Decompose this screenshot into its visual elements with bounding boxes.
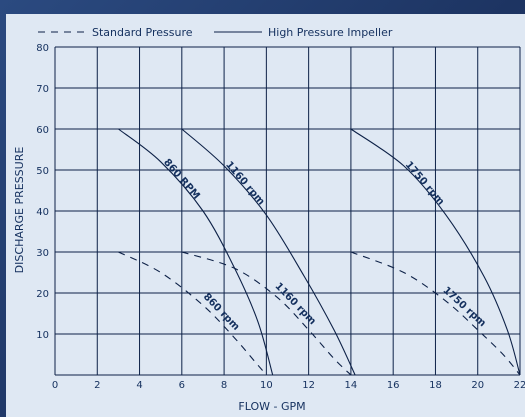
y-tick-label-60: 60	[36, 125, 49, 136]
y-tick-label-50: 50	[36, 166, 49, 177]
x-tick-label-20: 20	[471, 380, 484, 391]
legend-high-pressure-impeller: High Pressure Impeller	[268, 26, 393, 39]
y-tick-label-30: 30	[36, 248, 49, 259]
x-tick-label-2: 2	[94, 380, 100, 391]
x-tick-label-8: 8	[221, 380, 227, 391]
legend: Standard Pressure High Pressure Impeller	[38, 26, 393, 39]
chart-panel: Standard Pressure High Pressure Impeller…	[6, 14, 525, 417]
x-tick-label-14: 14	[345, 380, 358, 391]
x-tick-label-10: 10	[260, 380, 273, 391]
x-tick-label-4: 4	[136, 380, 142, 391]
curve-1160-rpm-dashed	[181, 251, 352, 376]
y-tick-label-80: 80	[36, 43, 49, 54]
y-tick-label-70: 70	[36, 84, 49, 95]
curve-label-1160-rpm-solid: 1160 rpm	[223, 159, 266, 207]
x-tick-label-22: 22	[514, 380, 525, 391]
y-tick-label-20: 20	[36, 289, 49, 300]
x-tick-label-0: 0	[52, 380, 58, 391]
curve-1750-rpm-dashed	[350, 251, 521, 376]
curve-1160-rpm-solid	[181, 128, 356, 376]
x-tick-label-18: 18	[429, 380, 442, 391]
y-tick-label-40: 40	[36, 207, 49, 218]
y-axis-label: DISCHARGE PRESSURE	[13, 147, 26, 274]
curve-860-rpm-dashed	[118, 251, 267, 376]
y-tick-label-10: 10	[36, 330, 49, 341]
x-tick-label-16: 16	[387, 380, 400, 391]
legend-standard-pressure: Standard Pressure	[92, 26, 193, 39]
curves	[118, 128, 521, 376]
x-tick-label-12: 12	[302, 380, 315, 391]
curve-860-rpm-solid	[118, 128, 274, 376]
x-tick-label-6: 6	[179, 380, 185, 391]
grid	[54, 46, 521, 376]
curve-label-860-rpm-dashed: 860 rpm	[201, 291, 241, 332]
curve-1750-rpm-solid	[350, 128, 521, 376]
x-axis-label: FLOW - GPM	[238, 400, 305, 413]
pump-curve-chart: Standard Pressure High Pressure Impeller…	[13, 26, 525, 413]
tick-labels: 0 2 4 6 8 10 12 14 16 18 20 22 10 20 30 40 50 60 70 80	[36, 43, 525, 391]
curve-label-1750-rpm-dashed: 1750 rpm	[440, 285, 487, 329]
curve-label-1750-rpm-solid: 1750 rpm	[403, 159, 446, 207]
